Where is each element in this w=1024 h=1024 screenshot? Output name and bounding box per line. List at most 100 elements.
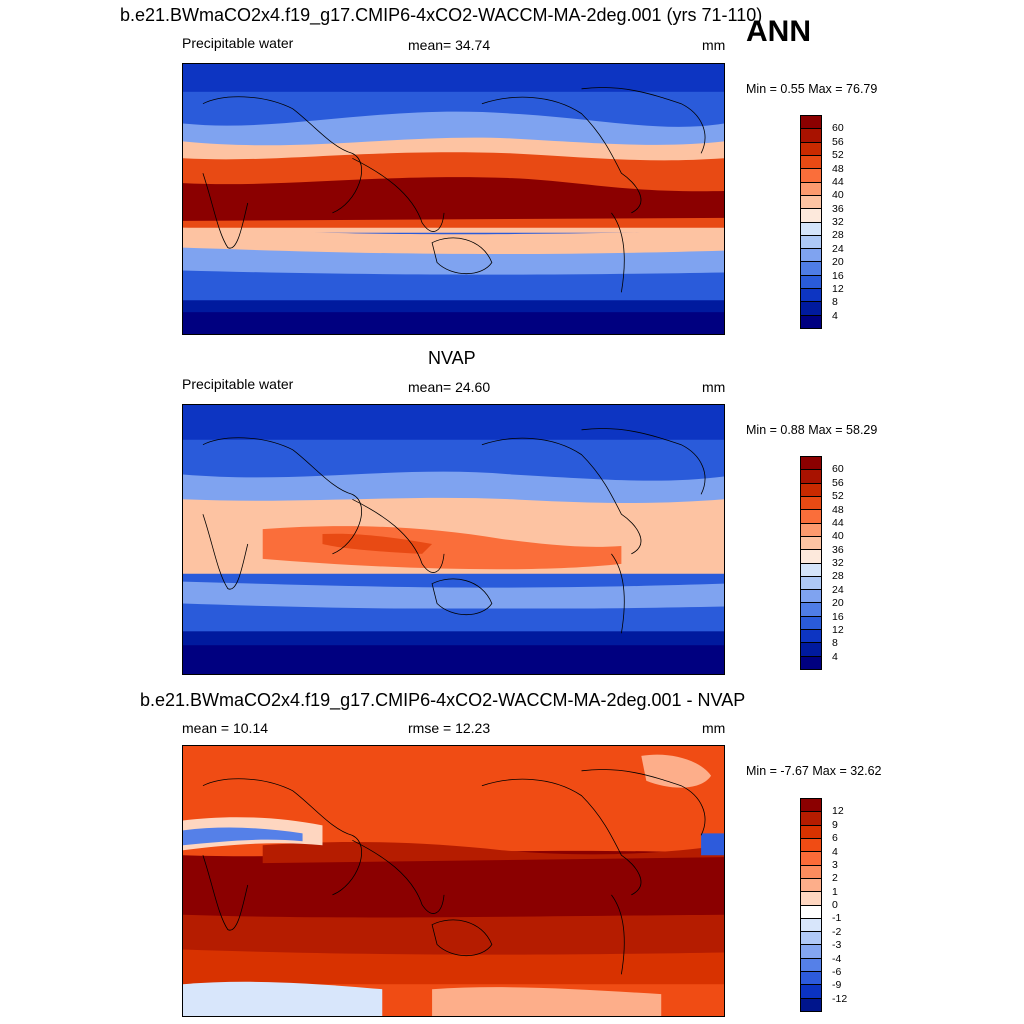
colorbar-level-label: 20 bbox=[832, 596, 844, 609]
colorbar-level-label: 28 bbox=[832, 229, 844, 242]
colorbar-level-label: 44 bbox=[832, 516, 844, 529]
colorbar-swatch bbox=[801, 496, 821, 511]
colorbar-level-label: -6 bbox=[832, 965, 842, 978]
colorbar-level-label: 40 bbox=[832, 530, 844, 542]
colorbar-level-label: 2 bbox=[832, 872, 838, 884]
colorbar-level-label: 48 bbox=[832, 503, 844, 516]
colorbar-swatch bbox=[801, 799, 821, 813]
colorbar-swatch bbox=[801, 116, 821, 130]
colorbar-swatch bbox=[801, 972, 821, 986]
colorbar-swatch bbox=[801, 998, 821, 1011]
colorbar-swatch bbox=[801, 918, 821, 933]
panel2-units-label: mm bbox=[702, 379, 726, 395]
colorbar-swatch bbox=[801, 182, 821, 196]
colorbar-level-label: -12 bbox=[832, 992, 848, 1005]
colorbar-swatch bbox=[801, 838, 821, 853]
colorbar-swatch bbox=[801, 576, 821, 591]
colorbar-level-label: 4 bbox=[832, 845, 838, 858]
colorbar-swatch bbox=[801, 275, 821, 290]
colorbar-swatch bbox=[801, 865, 821, 879]
panel1-minmax: Min = 0.55 Max = 76.79 bbox=[746, 82, 878, 96]
colorbar-swatch bbox=[801, 945, 821, 959]
colorbar-level-label: 52 bbox=[832, 489, 844, 502]
colorbar-level-label: 60 bbox=[832, 463, 844, 476]
panel2-colorbar-labels: 60 56 52 48 44 40 36 32 28 24 20 16 12 8 4 bbox=[832, 456, 872, 670]
colorbar-level-label: -9 bbox=[832, 979, 842, 991]
colorbar-level-label: 12 bbox=[832, 282, 844, 295]
colorbar-swatch bbox=[801, 457, 821, 471]
colorbar-swatch bbox=[801, 536, 821, 551]
colorbar-swatch bbox=[801, 302, 821, 316]
colorbar-level-label: -2 bbox=[832, 925, 842, 938]
panel2-map bbox=[182, 404, 725, 675]
colorbar-level-label: 0 bbox=[832, 898, 838, 911]
colorbar-level-label: 9 bbox=[832, 818, 838, 831]
panel3-map bbox=[182, 745, 725, 1017]
colorbar-level-label: 28 bbox=[832, 570, 844, 583]
colorbar-level-label: -1 bbox=[832, 912, 842, 925]
panel2-map-graphic bbox=[183, 405, 724, 674]
colorbar-swatch bbox=[801, 563, 821, 577]
panel2-variable-label: Precipitable water bbox=[182, 376, 294, 392]
colorbar-swatch bbox=[801, 235, 821, 250]
colorbar-level-label: 60 bbox=[832, 122, 844, 135]
colorbar-swatch bbox=[801, 289, 821, 303]
colorbar-swatch bbox=[801, 483, 821, 497]
panel3-rmse-label: rmse = 12.23 bbox=[408, 720, 491, 736]
colorbar-level-label: 4 bbox=[832, 650, 838, 663]
colorbar-swatch bbox=[801, 155, 821, 170]
panel2-colorbar bbox=[800, 456, 822, 670]
panel1-colorbar-labels: 60 56 52 48 44 40 36 32 28 24 20 16 12 8 4 bbox=[832, 115, 872, 329]
colorbar-swatch bbox=[801, 470, 821, 484]
colorbar-level-label: 16 bbox=[832, 269, 844, 282]
colorbar-swatch bbox=[801, 142, 821, 156]
colorbar-level-label: 56 bbox=[832, 476, 844, 489]
panel3-units-label: mm bbox=[702, 720, 726, 736]
colorbar-swatch bbox=[801, 892, 821, 906]
colorbar-level-label: -4 bbox=[832, 952, 842, 965]
colorbar-level-label: 8 bbox=[832, 296, 838, 308]
colorbar-swatch bbox=[801, 812, 821, 826]
colorbar-level-label: -3 bbox=[832, 938, 842, 951]
colorbar-swatch bbox=[801, 249, 821, 263]
colorbar-swatch bbox=[801, 878, 821, 893]
colorbar-level-label: 20 bbox=[832, 255, 844, 268]
colorbar-swatch bbox=[801, 590, 821, 604]
panel2-minmax: Min = 0.88 Max = 58.29 bbox=[746, 423, 878, 437]
colorbar-level-label: 6 bbox=[832, 831, 838, 844]
colorbar-swatch bbox=[801, 932, 821, 946]
colorbar-swatch bbox=[801, 656, 821, 669]
colorbar-swatch bbox=[801, 510, 821, 524]
panel3-colorbar bbox=[800, 798, 822, 1012]
colorbar-swatch bbox=[801, 222, 821, 236]
panel1-colorbar bbox=[800, 115, 822, 329]
colorbar-swatch bbox=[801, 262, 821, 276]
panel1-units-label: mm bbox=[702, 37, 726, 53]
panel3-title: b.e21.BWmaCO2x4.f19_g17.CMIP6-4xCO2-WACC… bbox=[140, 690, 746, 710]
colorbar-level-label: 12 bbox=[832, 805, 844, 818]
colorbar-level-label: 56 bbox=[832, 135, 844, 148]
colorbar-swatch bbox=[801, 523, 821, 537]
colorbar-swatch bbox=[801, 630, 821, 644]
colorbar-swatch bbox=[801, 643, 821, 657]
colorbar-level-label: 3 bbox=[832, 858, 838, 871]
colorbar-level-label: 24 bbox=[832, 242, 844, 255]
colorbar-swatch bbox=[801, 603, 821, 617]
colorbar-swatch bbox=[801, 169, 821, 183]
colorbar-level-label: 32 bbox=[832, 215, 844, 228]
panel2-mean-label: mean= 24.60 bbox=[408, 379, 491, 395]
panel2-title: NVAP bbox=[428, 348, 476, 368]
colorbar-level-label: 40 bbox=[832, 189, 844, 201]
colorbar-level-label: 8 bbox=[832, 637, 838, 649]
colorbar-level-label: 52 bbox=[832, 148, 844, 161]
colorbar-swatch bbox=[801, 550, 821, 564]
panel3-minmax: Min = -7.67 Max = 32.62 bbox=[746, 764, 882, 778]
colorbar-level-label: 48 bbox=[832, 162, 844, 175]
colorbar-level-label: 16 bbox=[832, 610, 844, 623]
panel1-map bbox=[182, 63, 725, 335]
colorbar-level-label: 12 bbox=[832, 623, 844, 636]
colorbar-level-label: 36 bbox=[832, 543, 844, 556]
colorbar-swatch bbox=[801, 852, 821, 866]
panel1-mean-label: mean= 34.74 bbox=[408, 37, 491, 53]
colorbar-swatch bbox=[801, 958, 821, 973]
